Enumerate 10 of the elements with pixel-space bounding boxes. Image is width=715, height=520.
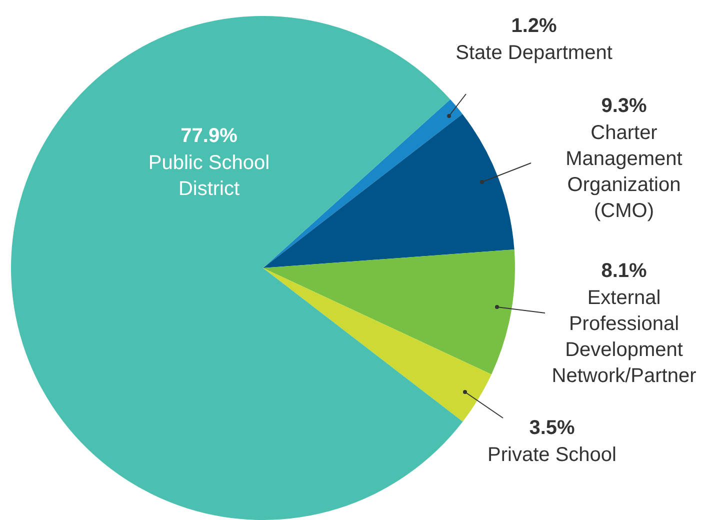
data-label: 8.1% bbox=[601, 260, 648, 282]
data-label: 9.3% bbox=[601, 95, 648, 117]
data-label: 1.2% bbox=[511, 15, 558, 37]
slice-label: State Department bbox=[456, 42, 613, 64]
slice-label: Private School bbox=[488, 444, 616, 466]
slice-label: Charter Management Organization (CMO) bbox=[566, 122, 683, 222]
data-label: 3.5% bbox=[529, 417, 576, 439]
slice-label: External Professional Development Network/Partner bbox=[552, 287, 697, 387]
slice-label: Public School District bbox=[148, 152, 270, 200]
data-label: 77.9% bbox=[180, 125, 238, 147]
